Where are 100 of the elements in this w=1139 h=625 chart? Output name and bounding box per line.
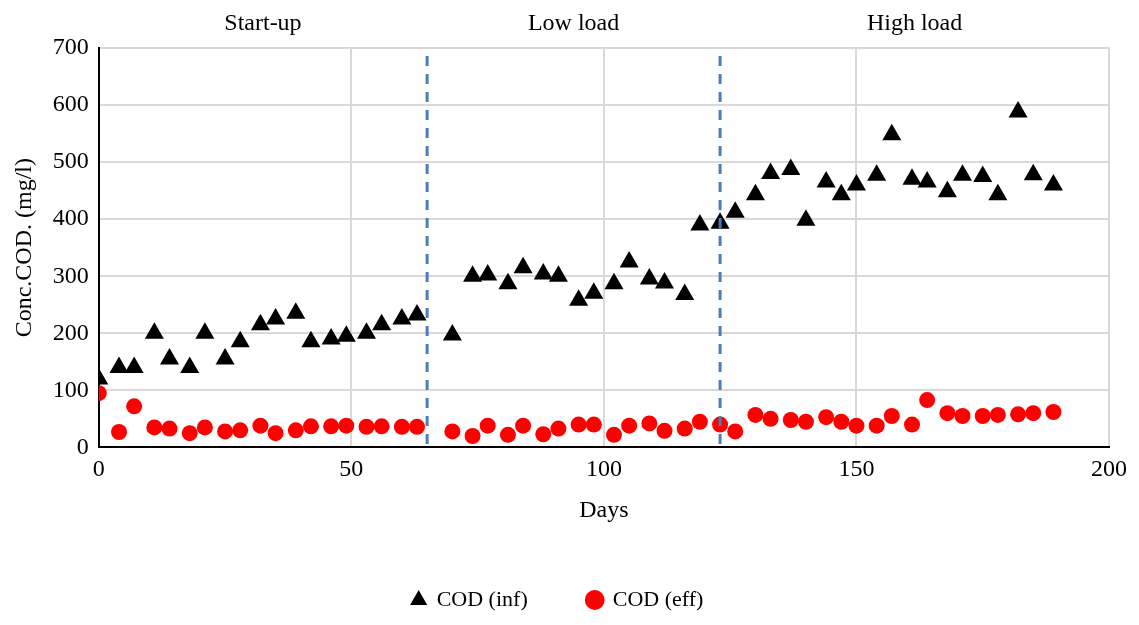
text: Low load [527,9,620,36]
y-tick-label: 400 [52,204,89,231]
legend-label: COD (eff) [612,585,704,611]
point [569,289,589,306]
point [338,417,355,434]
point [816,171,836,188]
point [392,308,412,325]
point [654,272,675,289]
point [904,416,921,433]
point [796,209,816,226]
point [953,164,973,181]
point [464,427,481,444]
point [479,417,496,434]
point [831,183,851,201]
y-tick-label: 200 [52,318,89,345]
point [195,322,215,339]
point [1008,100,1028,118]
point [725,201,745,218]
x-tick-label: 150 [838,455,875,482]
point [323,418,340,435]
point [639,268,659,285]
point [336,325,356,342]
point [180,356,200,374]
point [604,272,624,290]
point [109,356,129,374]
point [111,424,127,440]
point [619,250,639,268]
point [250,313,270,331]
point [656,422,673,439]
text: Start-up [224,9,302,36]
point [302,418,319,435]
point [126,398,143,415]
point [444,423,461,440]
point [606,426,622,443]
point [373,418,390,435]
point [641,415,658,432]
point [781,158,801,176]
point [727,423,744,440]
point [286,302,306,319]
point [989,406,1006,423]
point [301,330,321,348]
point [584,282,604,299]
point [1043,173,1063,191]
point [548,265,568,282]
point [232,422,249,439]
point [747,406,764,423]
point [215,347,235,365]
y-tick-label: 600 [52,90,89,117]
point [181,425,198,442]
point [691,413,708,430]
point [372,313,392,331]
point [621,417,638,434]
point [196,419,213,436]
point [868,417,885,434]
point [919,392,936,409]
point [570,416,587,433]
point [321,327,341,345]
point [974,408,991,425]
x-axis-title: Days [579,495,629,522]
point [478,264,498,281]
y-tick-label: 300 [52,261,89,288]
point [217,423,234,440]
y-tick-label: 700 [52,33,89,60]
point [499,426,516,443]
point [1023,163,1043,181]
point [585,416,602,433]
point [146,419,163,436]
point [533,262,553,280]
point [463,265,483,282]
point [954,408,971,425]
y-tick-label: 100 [52,375,89,402]
point [409,418,426,435]
point [161,420,178,437]
point [1025,405,1042,422]
point [124,356,144,374]
point [393,418,410,435]
x-tick-label: 100 [585,455,622,482]
point [267,425,284,442]
y-axis-title: Conc.COD. (mg/l) [9,158,36,338]
x-tick-label: 50 [339,455,364,482]
point [883,408,900,425]
point [252,417,269,434]
point [782,412,799,429]
point [513,256,533,274]
point [230,330,250,348]
point [917,171,937,188]
x-tick-label: 200 [1091,455,1127,482]
point [797,413,814,430]
point [675,283,695,300]
text: High load [866,9,963,36]
point [833,413,850,430]
point [1010,406,1027,423]
point [690,213,710,231]
point [442,324,462,341]
legend-label: COD (inf) [436,585,528,611]
point [848,417,865,434]
point [287,422,304,439]
point [535,426,552,443]
point [937,180,957,198]
point [358,418,375,435]
